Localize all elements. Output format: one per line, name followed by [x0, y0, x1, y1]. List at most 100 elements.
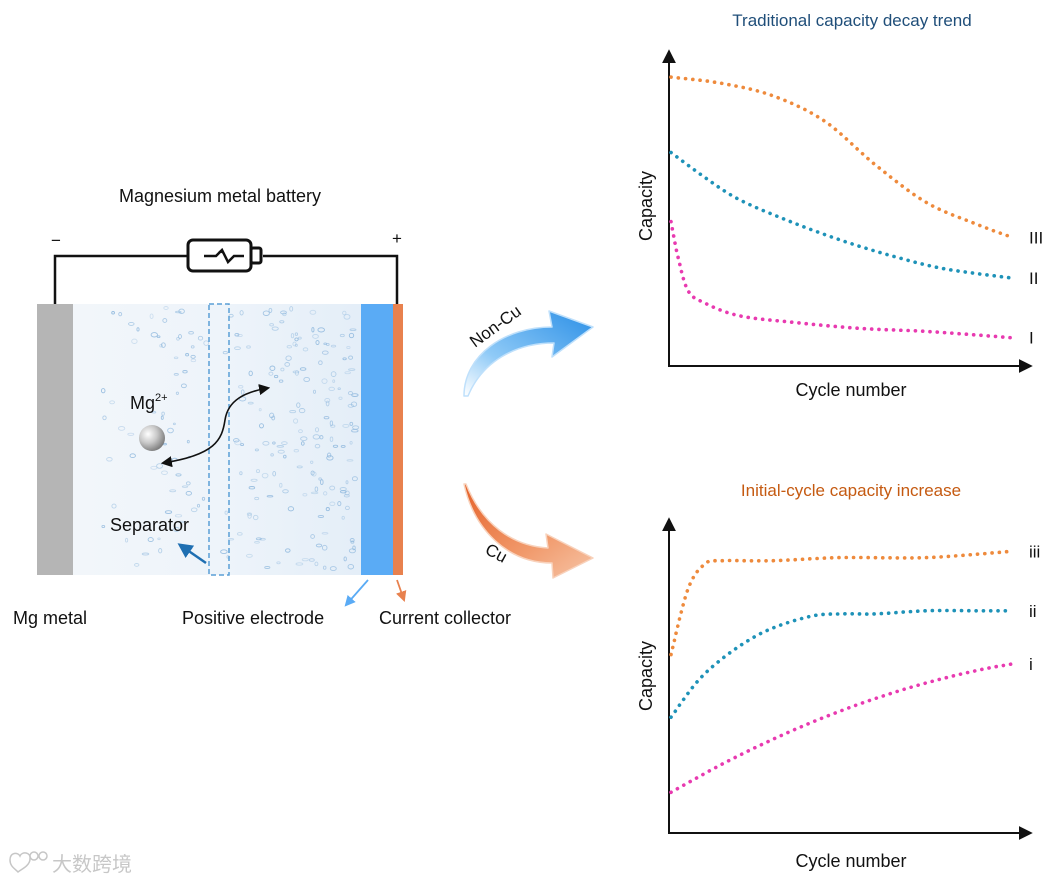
electrolyte-bubble — [254, 496, 260, 501]
separator-label: Separator — [110, 515, 189, 535]
electrolyte-bubble — [302, 347, 309, 352]
chart-increase-y-label: Capacity — [636, 641, 656, 711]
electrolyte-bubble — [147, 537, 154, 543]
electrolyte-bubble — [178, 520, 185, 524]
electrolyte-bubble — [163, 306, 169, 310]
electrolyte-bubble — [109, 400, 115, 405]
electrolyte-bubble — [289, 410, 297, 414]
electrolyte-bubble — [106, 457, 113, 462]
watermark-text: 大数跨境 — [52, 853, 132, 876]
electrolyte-bubble — [247, 513, 252, 519]
chart-increase-x-label: Cycle number — [795, 851, 906, 871]
electrolyte-bubble — [201, 496, 206, 501]
electrolyte-bubble — [100, 388, 106, 394]
electrolyte-bubble — [325, 343, 330, 346]
electrolyte-bubble — [347, 391, 354, 396]
chart-decay-y-label: Capacity — [636, 171, 656, 241]
electrolyte-bubble — [150, 332, 158, 338]
series-line-ii — [669, 608, 1014, 719]
electrolyte-bubble — [276, 445, 285, 448]
electrolyte-bubble — [349, 421, 354, 426]
series-label-iii: iii — [1029, 542, 1040, 561]
electrolyte-bubble — [289, 306, 294, 312]
electrolyte-bubble — [351, 476, 358, 482]
electrolyte-bubble — [349, 538, 355, 543]
electrolyte-bubble — [169, 489, 177, 493]
series-label-II: II — [1029, 269, 1038, 288]
mg-ion-charge: 2+ — [155, 392, 168, 404]
electrolyte-bubble — [344, 371, 351, 375]
electrolyte-bubble — [188, 331, 194, 335]
electrolyte-bubble — [342, 357, 347, 361]
positive-terminal-sign: + — [392, 229, 402, 248]
electrolyte-bubble — [270, 453, 274, 457]
electrolyte-bubble — [293, 418, 299, 424]
electrolyte-bubble — [161, 342, 166, 348]
positive-electrode-layer — [361, 304, 393, 575]
series-label-I: I — [1029, 329, 1034, 348]
electrolyte-bubble — [321, 350, 329, 355]
electrolyte-bubble — [332, 379, 336, 383]
electrolyte-bubble — [273, 374, 279, 379]
electrolyte-bubble — [129, 453, 136, 459]
electrolyte-bubble — [344, 505, 350, 511]
electrolyte-bubble — [118, 311, 123, 317]
electrolyte-bubble — [174, 514, 183, 518]
electrolyte-bubble — [173, 526, 180, 532]
electrolyte-bubble — [285, 548, 291, 553]
electrolyte-bubble — [158, 548, 163, 554]
electrolyte-bubble — [329, 501, 336, 507]
electrolyte-bubble — [321, 378, 328, 384]
series-line-iii — [669, 549, 1014, 657]
electrolyte-bubble — [173, 356, 179, 360]
series-label-ii: ii — [1029, 602, 1037, 621]
electrolyte-bubble — [128, 321, 135, 326]
electrolyte-bubble — [125, 537, 129, 543]
electrolyte-bubble — [347, 563, 355, 570]
electrolyte-bubble — [190, 354, 196, 359]
electrolyte-bubble — [339, 333, 345, 338]
electrolyte-bubble — [196, 503, 201, 508]
separator-pointer-arrow — [177, 543, 207, 565]
electrolyte-bubble — [346, 459, 354, 462]
electrolyte-bubble — [161, 470, 168, 475]
electrolyte-bubble — [322, 565, 327, 570]
electrolyte-bubble — [298, 429, 303, 434]
electrolyte-bubble — [134, 563, 140, 567]
electrolyte-bubble — [234, 332, 240, 337]
electrolyte-bubble — [248, 370, 253, 377]
electrolyte-bubble — [315, 340, 320, 345]
electrolyte-bubble — [342, 310, 347, 316]
electrolyte-bubble — [293, 449, 299, 453]
electrolyte-bubble — [283, 454, 287, 459]
mg-metal-label: Mg metal — [13, 608, 87, 628]
electrolyte-bubble — [329, 566, 337, 572]
electrolyte-bubble — [310, 470, 315, 476]
electrolyte-bubble — [272, 441, 276, 445]
electrolyte-bubble — [127, 432, 135, 436]
electrolyte-bubble — [259, 537, 266, 541]
electrolyte-bubble — [300, 436, 308, 442]
electrolyte-bubble — [178, 334, 182, 339]
electrolyte-bubble — [227, 538, 235, 541]
electrolyte-bubble — [346, 345, 351, 350]
electrolyte-bubble — [149, 313, 154, 319]
electrolyte-bubble — [102, 415, 107, 421]
electrolyte-bubble — [185, 490, 192, 496]
electrolyte-bubble — [175, 473, 182, 477]
electrolyte-bubble — [182, 370, 188, 374]
electrolyte-bubble — [314, 561, 319, 567]
battery-icon — [186, 238, 263, 273]
electrolyte-bubble — [159, 343, 163, 348]
chart-decay: Traditional capacity decay trend Capacit… — [636, 11, 1043, 400]
electrolyte-bubble — [290, 333, 295, 339]
electrolyte-bubble — [174, 310, 182, 314]
electrolyte-bubble — [276, 561, 281, 565]
electrolyte-bubble — [266, 494, 274, 498]
series-line-II — [669, 150, 1014, 280]
electrolyte-bubble — [203, 340, 210, 346]
electrolyte-bubble — [310, 491, 319, 495]
electrolyte-bubble — [285, 355, 292, 361]
